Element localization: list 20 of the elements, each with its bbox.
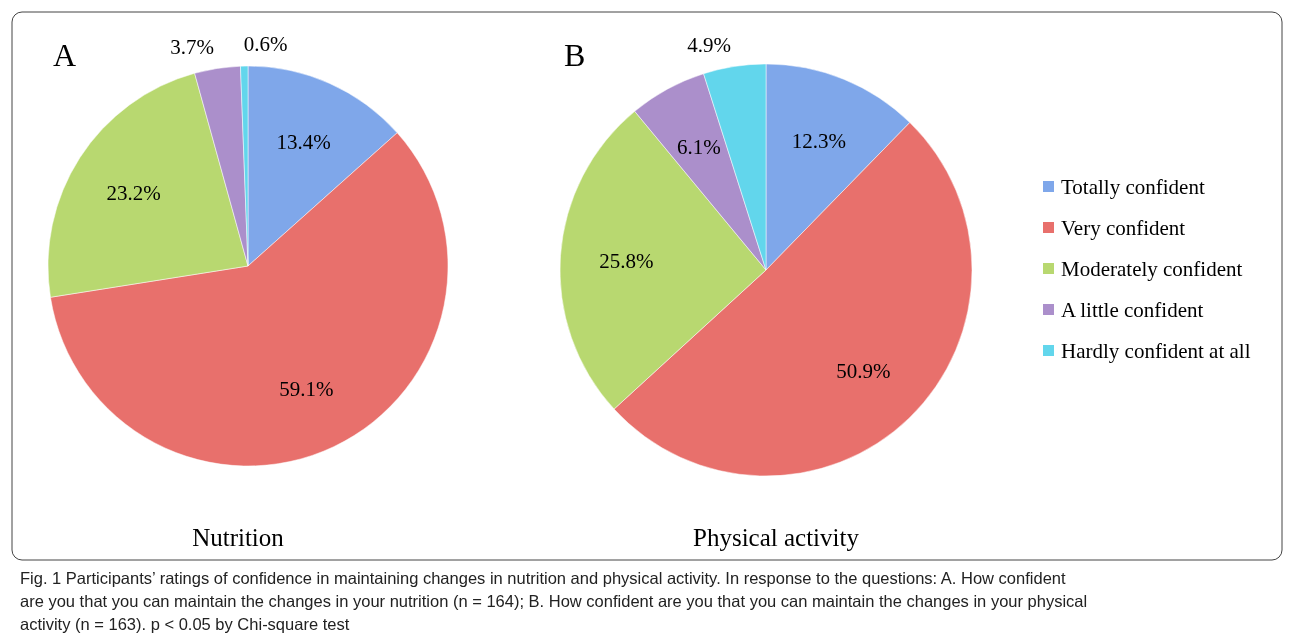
data-label: 12.3% [791, 128, 846, 153]
data-label: 0.6% [243, 32, 288, 57]
text: Nutrition [192, 524, 285, 551]
legend-label: Moderately confident [1061, 257, 1243, 281]
chart-title: A [53, 37, 77, 73]
text: Physical activity [693, 524, 860, 551]
legend-label: Totally confident [1061, 175, 1205, 199]
legend-label: Hardly confident at all [1061, 339, 1251, 363]
data-label: 50.9% [836, 358, 891, 383]
data-label: 6.1% [677, 135, 721, 160]
data-label: 4.9% [687, 33, 732, 58]
data-label: 59.1% [279, 377, 334, 402]
data-label: 25.8% [599, 248, 654, 273]
data-label: 3.7% [170, 34, 214, 59]
legend-label: Very confident [1061, 216, 1186, 240]
caption: Fig. 1 Participants’ ratings of confidence in maintaining changes in nutrition and physical activity. In response to the questions: A. How confident are you that you can maintain the changes in your nutrition (n = 164); B. How confident are you that you can maintain the changes in your physical activity (n = 163). p < 0.05 by Chi-square test [20, 569, 1088, 633]
data-label: 23.2% [106, 180, 161, 205]
data-label: 13.4% [276, 130, 331, 155]
legend-label: A little confident [1061, 298, 1204, 322]
chart-title: B [564, 37, 586, 73]
